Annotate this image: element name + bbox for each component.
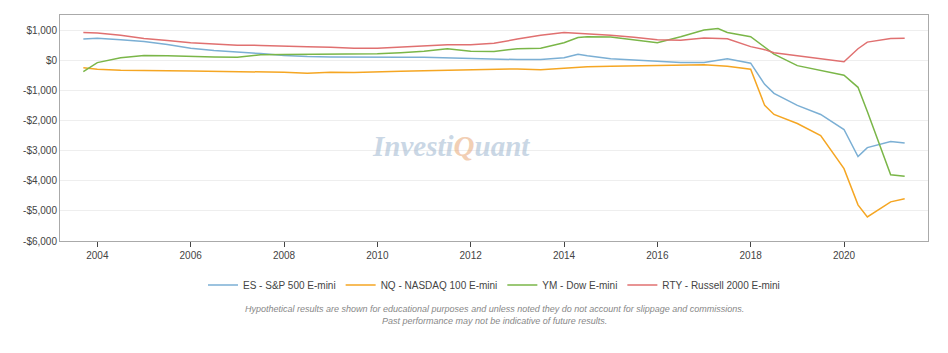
svg-text:InvestiQuant: InvestiQuant bbox=[372, 130, 530, 162]
svg-text:-$2,000: -$2,000 bbox=[23, 115, 57, 126]
svg-text:2010: 2010 bbox=[366, 250, 389, 261]
svg-text:$0: $0 bbox=[46, 55, 58, 66]
svg-text:-$3,000: -$3,000 bbox=[23, 145, 57, 156]
svg-text:2020: 2020 bbox=[833, 250, 856, 261]
svg-text:-$5,000: -$5,000 bbox=[23, 205, 57, 216]
svg-text:2016: 2016 bbox=[646, 250, 669, 261]
svg-text:2014: 2014 bbox=[553, 250, 576, 261]
svg-text:RTY - Russell 2000 E-mini: RTY - Russell 2000 E-mini bbox=[662, 280, 779, 291]
svg-text:$1,000: $1,000 bbox=[26, 25, 57, 36]
svg-text:Hypothetical results are shown: Hypothetical results are shown for educa… bbox=[245, 304, 744, 326]
svg-text:ES - S&P 500 E-mini: ES - S&P 500 E-mini bbox=[243, 280, 336, 291]
svg-text:NQ - NASDAQ 100 E-mini: NQ - NASDAQ 100 E-mini bbox=[381, 280, 498, 291]
svg-text:2004: 2004 bbox=[86, 250, 109, 261]
svg-text:2018: 2018 bbox=[740, 250, 763, 261]
svg-text:-$4,000: -$4,000 bbox=[23, 175, 57, 186]
svg-text:-$6,000: -$6,000 bbox=[23, 236, 57, 247]
svg-text:YM - Dow E-mini: YM - Dow E-mini bbox=[542, 280, 617, 291]
svg-text:2006: 2006 bbox=[180, 250, 203, 261]
svg-text:2012: 2012 bbox=[460, 250, 483, 261]
svg-text:2008: 2008 bbox=[273, 250, 296, 261]
svg-text:-$1,000: -$1,000 bbox=[23, 85, 57, 96]
